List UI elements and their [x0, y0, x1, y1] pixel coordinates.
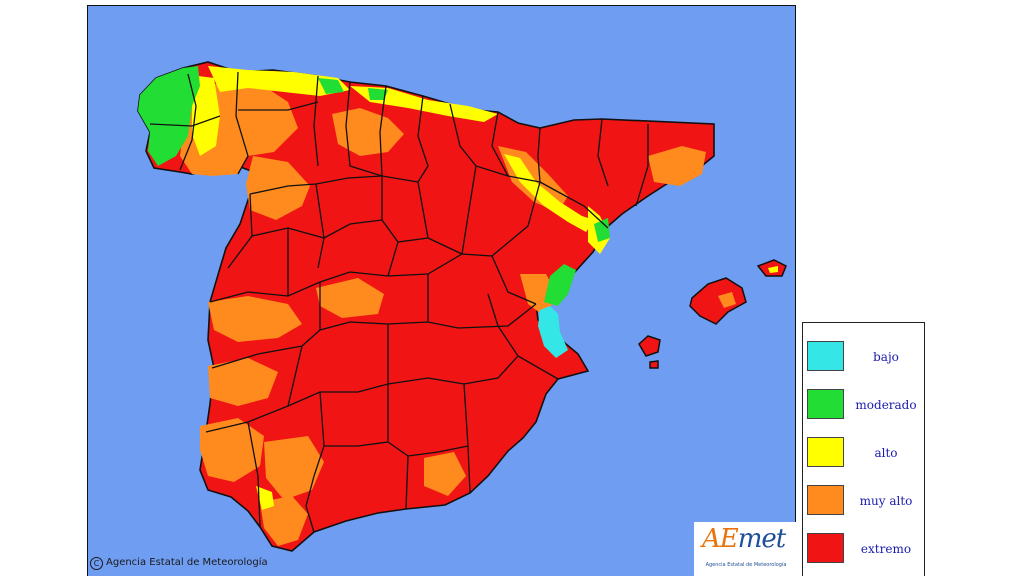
zone-alto-galicia: [192, 76, 220, 156]
legend-label: muy alto: [859, 494, 913, 508]
zone-muy-alto-southwest: [208, 358, 278, 406]
copyright-notice: C Agencia Estatal de Meteorología: [90, 557, 268, 570]
zone-muy-alto-huelva: [200, 418, 264, 482]
legend: bajo moderado alto muy alto extremo: [802, 322, 925, 576]
zone-muy-alto-burgos: [332, 108, 404, 156]
legend-swatch: [807, 533, 844, 563]
copyright-icon: C: [90, 557, 103, 570]
island-mallorca: [689, 277, 747, 325]
map-svg: [88, 6, 795, 576]
zone-moderado-galicia: [138, 66, 200, 166]
zone-muy-alto-toledo: [316, 278, 384, 318]
legend-label: bajo: [873, 350, 899, 364]
copyright-text: Agencia Estatal de Meteorología: [106, 557, 268, 568]
zone-moderado-delta: [594, 218, 610, 242]
legend-label: alto: [874, 446, 898, 460]
zone-muy-alto-extremadura-west: [208, 296, 302, 342]
island-mallorca-orange: [718, 292, 736, 308]
island-ibiza: [638, 335, 661, 357]
zones-moderado: [138, 66, 610, 306]
aemet-logo: AEmet Agencia Estatal de Meteorología: [694, 522, 796, 576]
zone-muy-alto-sevilla: [264, 436, 324, 500]
legend-swatch: [807, 389, 844, 419]
island-formentera: [649, 360, 659, 369]
legend-item-alto: alto: [803, 429, 924, 477]
legend-item-bajo: bajo: [803, 333, 924, 381]
legend-label: extremo: [860, 542, 912, 556]
logo-mark-ae: AE: [702, 524, 739, 554]
zone-muy-alto-murcia: [424, 452, 466, 496]
province-borders: [149, 71, 649, 533]
legend-label: moderado: [855, 398, 917, 412]
island-menorca-yellow: [768, 266, 778, 273]
legend-swatch: [807, 341, 844, 371]
zones-alto: [192, 66, 610, 510]
zone-muy-alto-catalonia: [648, 146, 706, 186]
legend-item-moderado: moderado: [803, 381, 924, 429]
legend-item-extremo: extremo: [803, 525, 924, 573]
legend-swatch: [807, 437, 844, 467]
zone-alto-cantabria: [350, 86, 498, 122]
risk-map: [87, 5, 796, 576]
zone-moderado-basque: [368, 88, 388, 100]
zone-moderado-valencia: [544, 264, 576, 306]
balearic-islands: [638, 259, 787, 369]
legend-swatch: [807, 485, 844, 515]
zone-moderado-cantabric: [318, 78, 344, 94]
zone-alto-asturias: [208, 66, 350, 96]
logo-mark-met: met: [737, 524, 786, 554]
zone-muy-alto-cadiz: [260, 496, 308, 546]
zone-bajo-valencia-coast: [538, 306, 568, 358]
logo-mark: AEmet: [702, 524, 786, 554]
zone-alto-ebro: [504, 154, 594, 232]
logo-subtitle: Agencia Estatal de Meteorología: [705, 562, 787, 568]
zone-alto-huelva-coast: [256, 486, 274, 510]
legend-item-muy-alto: muy alto: [803, 477, 924, 525]
